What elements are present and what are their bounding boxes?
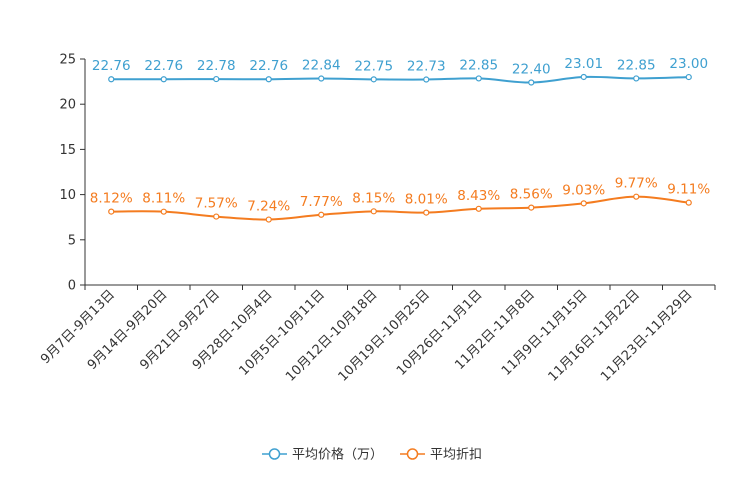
y-tick-label: 10 <box>59 188 76 203</box>
data-label: 22.76 <box>249 58 288 74</box>
data-label: 9.11% <box>667 182 710 198</box>
y-tick-label: 25 <box>59 53 76 68</box>
data-label: 22.75 <box>354 58 393 74</box>
data-point[interactable] <box>528 204 535 211</box>
data-point[interactable] <box>265 76 272 83</box>
data-point[interactable] <box>213 213 220 220</box>
data-point[interactable] <box>318 75 325 82</box>
data-label: 9.03% <box>562 182 605 198</box>
data-point[interactable] <box>213 75 220 83</box>
x-tick-label: 10月12日-10月18日 <box>283 287 380 384</box>
series-line <box>111 195 689 221</box>
data-point[interactable] <box>318 211 325 218</box>
data-point[interactable] <box>108 208 115 215</box>
data-label: 8.15% <box>352 190 395 206</box>
x-tick-label: 11月23日-11月29日 <box>598 287 695 384</box>
data-label: 23.00 <box>669 56 708 72</box>
data-label: 22.84 <box>302 58 341 74</box>
data-point[interactable] <box>685 73 692 81</box>
data-label: 8.12% <box>90 191 133 207</box>
data-point[interactable] <box>423 76 430 83</box>
data-point[interactable] <box>528 79 535 86</box>
y-tick-label: 20 <box>59 98 76 113</box>
data-point[interactable] <box>580 73 587 81</box>
data-label: 7.77% <box>300 194 343 210</box>
x-tick-label: 10月19日-10月25日 <box>336 287 433 384</box>
data-point[interactable] <box>633 75 640 82</box>
data-label: 7.57% <box>195 196 238 212</box>
data-label: 22.73 <box>407 59 446 75</box>
data-point[interactable] <box>580 200 587 207</box>
data-point[interactable] <box>370 208 377 215</box>
data-label: 22.85 <box>617 57 656 73</box>
data-label: 8.11% <box>142 191 185 207</box>
series-line <box>111 75 689 84</box>
data-point[interactable] <box>633 193 640 200</box>
data-point[interactable] <box>108 76 115 83</box>
data-label: 22.85 <box>459 57 498 73</box>
legend[interactable]: 平均价格（万） 平均折扣 <box>262 447 482 463</box>
data-label: 7.24% <box>247 199 290 215</box>
series-lines: 22.76 22.76 22.78 22.76 22.84 22.75 22.73 22.85… <box>90 56 710 223</box>
data-point[interactable] <box>160 208 167 215</box>
data-point[interactable] <box>370 76 377 83</box>
legend-item-avg-price[interactable]: 平均价格（万） <box>262 447 383 463</box>
legend-marker-icon <box>406 448 419 460</box>
data-point[interactable] <box>475 75 482 82</box>
data-label: 23.01 <box>564 56 603 72</box>
axes: 05101520259月7日-9月13日9月14日-9月20日9月21日-9月2… <box>38 53 716 385</box>
data-point[interactable] <box>685 199 692 206</box>
data-point[interactable] <box>475 205 482 212</box>
y-tick-label: 0 <box>68 279 76 294</box>
y-tick-label: 5 <box>68 233 76 248</box>
legend-label: 平均折扣 <box>430 448 482 463</box>
data-label: 22.40 <box>512 62 551 78</box>
x-tick-label: 11月16日-11月22日 <box>546 287 643 384</box>
legend-marker-icon <box>268 448 281 460</box>
data-label: 22.76 <box>144 58 183 74</box>
data-point[interactable] <box>160 76 167 83</box>
data-label: 8.01% <box>405 192 448 208</box>
data-label: 22.78 <box>197 58 236 74</box>
data-label: 8.43% <box>457 188 500 204</box>
data-label: 9.77% <box>615 176 658 192</box>
legend-label: 平均价格（万） <box>292 447 383 463</box>
series-avg-discount: 8.12% 8.11% 7.57% 7.24% 7.77% 8.15% 8.01% 8.43%… <box>90 176 710 223</box>
y-tick-label: 15 <box>59 143 76 158</box>
series-avg-price: 22.76 22.76 22.78 22.76 22.84 22.75 22.73 22.85… <box>92 56 708 86</box>
legend-item-avg-discount[interactable]: 平均折扣 <box>400 448 482 463</box>
data-point[interactable] <box>265 216 272 223</box>
data-label: 22.76 <box>92 58 131 74</box>
data-label: 8.56% <box>510 187 553 203</box>
data-point[interactable] <box>423 209 430 216</box>
